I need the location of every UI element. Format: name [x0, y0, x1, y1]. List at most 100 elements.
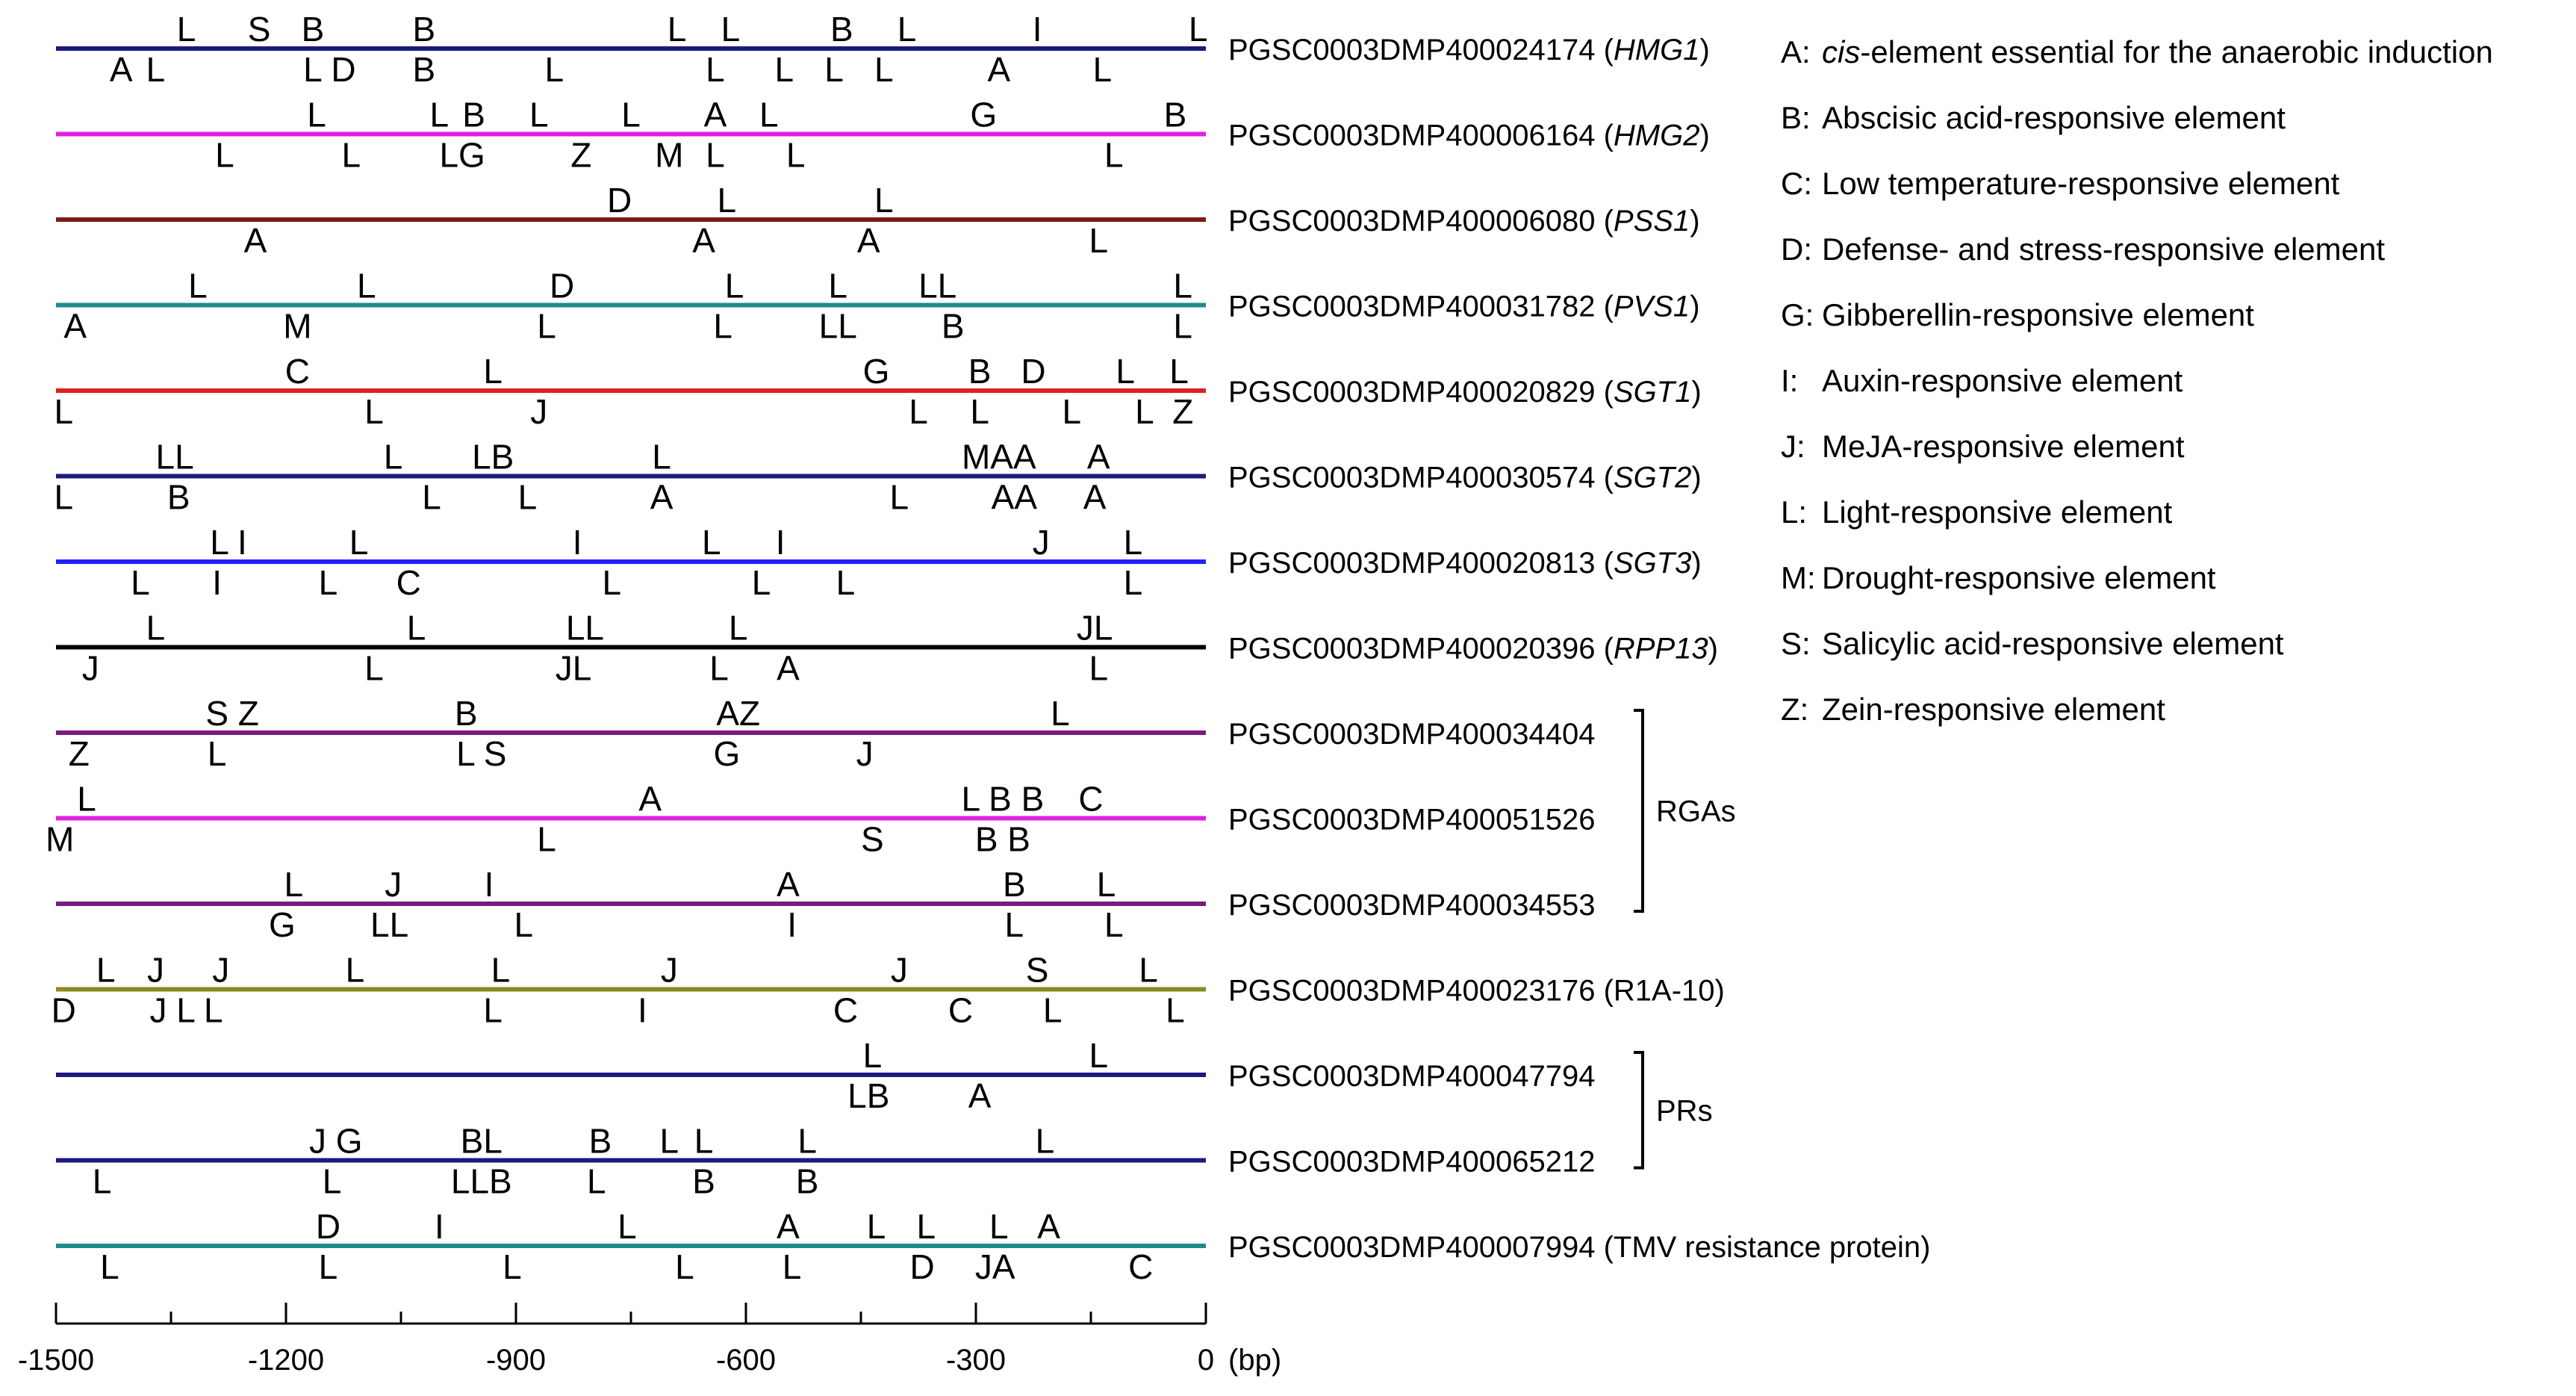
element-label-above: L: [897, 10, 917, 49]
gene-row: LL L LB L MAA AL B L L A L AA A PGSC0003DMP400030574 …: [54, 438, 1701, 517]
element-label-below: L S: [456, 734, 506, 773]
element-label-below: A: [777, 649, 800, 688]
gene-row: L I L I L I J LL I L C L L L L PGSC0003DMP400020813 (S…: [56, 523, 1702, 602]
element-label-above: L: [384, 438, 403, 477]
element-label-below: J: [82, 649, 99, 688]
element-label-above: LL: [918, 267, 956, 305]
element-label-below: L: [1063, 392, 1082, 431]
gene-id-label: PGSC0003DMP400030574 (SGT2): [1228, 462, 1702, 494]
axis-tick-label: -900: [486, 1344, 546, 1377]
element-label-above: L: [660, 1122, 679, 1161]
element-label-below: LB: [847, 1076, 889, 1115]
element-label-below: L: [786, 136, 806, 175]
element-label-below: L: [545, 50, 564, 89]
gene-row: S Z B AZ L Z L L S G J PGSC0003DMP400034404: [56, 694, 1595, 773]
element-label-above: L B B: [962, 780, 1045, 819]
element-label-below: L: [100, 1247, 119, 1286]
element-label-below: L: [1104, 136, 1124, 175]
element-label-above: B: [1164, 96, 1187, 134]
element-label-below: JA: [975, 1247, 1015, 1286]
element-label-above: L: [430, 96, 449, 134]
element-label-below: C: [833, 991, 858, 1030]
element-label-below: L: [483, 991, 503, 1030]
element-label-below: L: [675, 1247, 694, 1286]
element-label-above: I: [573, 523, 582, 562]
element-label-above: BL: [461, 1122, 503, 1161]
element-label-below: L: [752, 563, 771, 602]
element-label-above: L: [621, 96, 641, 134]
legend-description: Light-responsive element: [1822, 494, 2173, 530]
legend-description: Gibberellin-responsive element: [1822, 297, 2254, 332]
gene-row: L L B L L A L G BL L LG Z M L L L PGSC0003DMP400006164 (…: [56, 96, 1710, 175]
element-label-above: C: [285, 352, 310, 391]
element-label-below: L: [706, 50, 725, 89]
element-label-above: L: [702, 523, 721, 562]
element-label-above: L: [668, 10, 687, 49]
element-label-below: L: [824, 50, 844, 89]
element-label-below: LL: [370, 905, 408, 944]
element-label-above: L I: [210, 523, 246, 562]
element-label-above: J G: [309, 1122, 363, 1161]
element-label-below: L: [364, 649, 384, 688]
element-label-below: Z: [570, 136, 591, 175]
axis-tick-label: -300: [946, 1344, 1006, 1377]
gene-id-label: PGSC0003DMP400023176 (R1A-10): [1228, 975, 1725, 1008]
legend-key: C:: [1781, 166, 1812, 201]
element-label-above: B: [830, 10, 853, 49]
legend-description: Zein-responsive element: [1822, 692, 2165, 727]
element-label-above: D: [1021, 352, 1045, 391]
element-label-above: L: [77, 780, 96, 819]
element-label-above: D: [316, 1207, 340, 1246]
element-label-above: LB: [472, 438, 514, 477]
gene-id-label: PGSC0003DMP400020396 (RPP13): [1228, 633, 1718, 666]
element-label-below: A: [63, 307, 87, 346]
gene-id-label: PGSC0003DMP400024174 (HMG1): [1228, 34, 1710, 66]
element-label-below: L: [909, 392, 928, 431]
element-label-above: I: [1033, 10, 1042, 49]
element-label-below: LL: [819, 307, 857, 346]
gene-id-label: PGSC0003DMP400034404: [1228, 718, 1595, 751]
element-label-below: JL: [556, 649, 592, 688]
group-brackets: RGAs PRs: [1634, 709, 1736, 1170]
element-label-below: M: [655, 136, 683, 175]
element-label-above: G: [970, 96, 997, 134]
element-label-above: C: [1078, 780, 1103, 819]
gene-row: L J J L L J J S LD J L L L I C C L L PGSC0003DMP40002317…: [52, 951, 1725, 1030]
element-label-below: A: [968, 1076, 992, 1115]
element-label-below: C: [396, 563, 421, 602]
gene-id-label: PGSC0003DMP400006164 (HMG2): [1228, 120, 1710, 152]
element-label-below: A: [857, 221, 880, 260]
legend-key: L:: [1781, 494, 1807, 530]
element-label-below: L: [890, 478, 909, 517]
legend-key: S:: [1781, 626, 1811, 661]
element-label-above: L: [867, 1207, 886, 1246]
element-label-below: L: [208, 734, 227, 773]
element-label-below: L: [1104, 905, 1124, 944]
element-label-above: L: [916, 1207, 936, 1246]
element-label-above: J: [147, 951, 164, 990]
element-label-above: A: [777, 1207, 800, 1246]
element-label-below: L: [364, 392, 384, 431]
element-label-above: B: [462, 96, 485, 134]
legend-key: D:: [1781, 232, 1812, 267]
element-label-below: A: [110, 50, 133, 89]
element-label-below: L: [587, 1162, 606, 1201]
element-label-above: J: [661, 951, 678, 990]
element-label-below: L: [1043, 991, 1063, 1030]
gene-id-label: PGSC0003DMP400034553: [1228, 889, 1595, 922]
element-label-below: I: [212, 563, 222, 602]
gene-id-label: PGSC0003DMP400051526: [1228, 804, 1595, 837]
element-label-below: L: [713, 307, 732, 346]
gene-id-label: PGSC0003DMP400007994 (TMV resistance pro…: [1228, 1231, 1930, 1264]
element-label-below: M: [46, 820, 74, 859]
axis-tick-label: 0: [1198, 1344, 1214, 1377]
element-label-above: J: [385, 865, 402, 904]
element-label-below: L: [422, 478, 441, 517]
legend-key: J:: [1781, 429, 1805, 464]
legend-description: Abscisic acid-responsive element: [1822, 100, 2286, 135]
element-label-above: A: [1037, 1207, 1060, 1246]
element-label-below: L: [319, 1247, 338, 1286]
element-label-above: I: [485, 865, 494, 904]
element-label-below: B: [412, 50, 435, 89]
